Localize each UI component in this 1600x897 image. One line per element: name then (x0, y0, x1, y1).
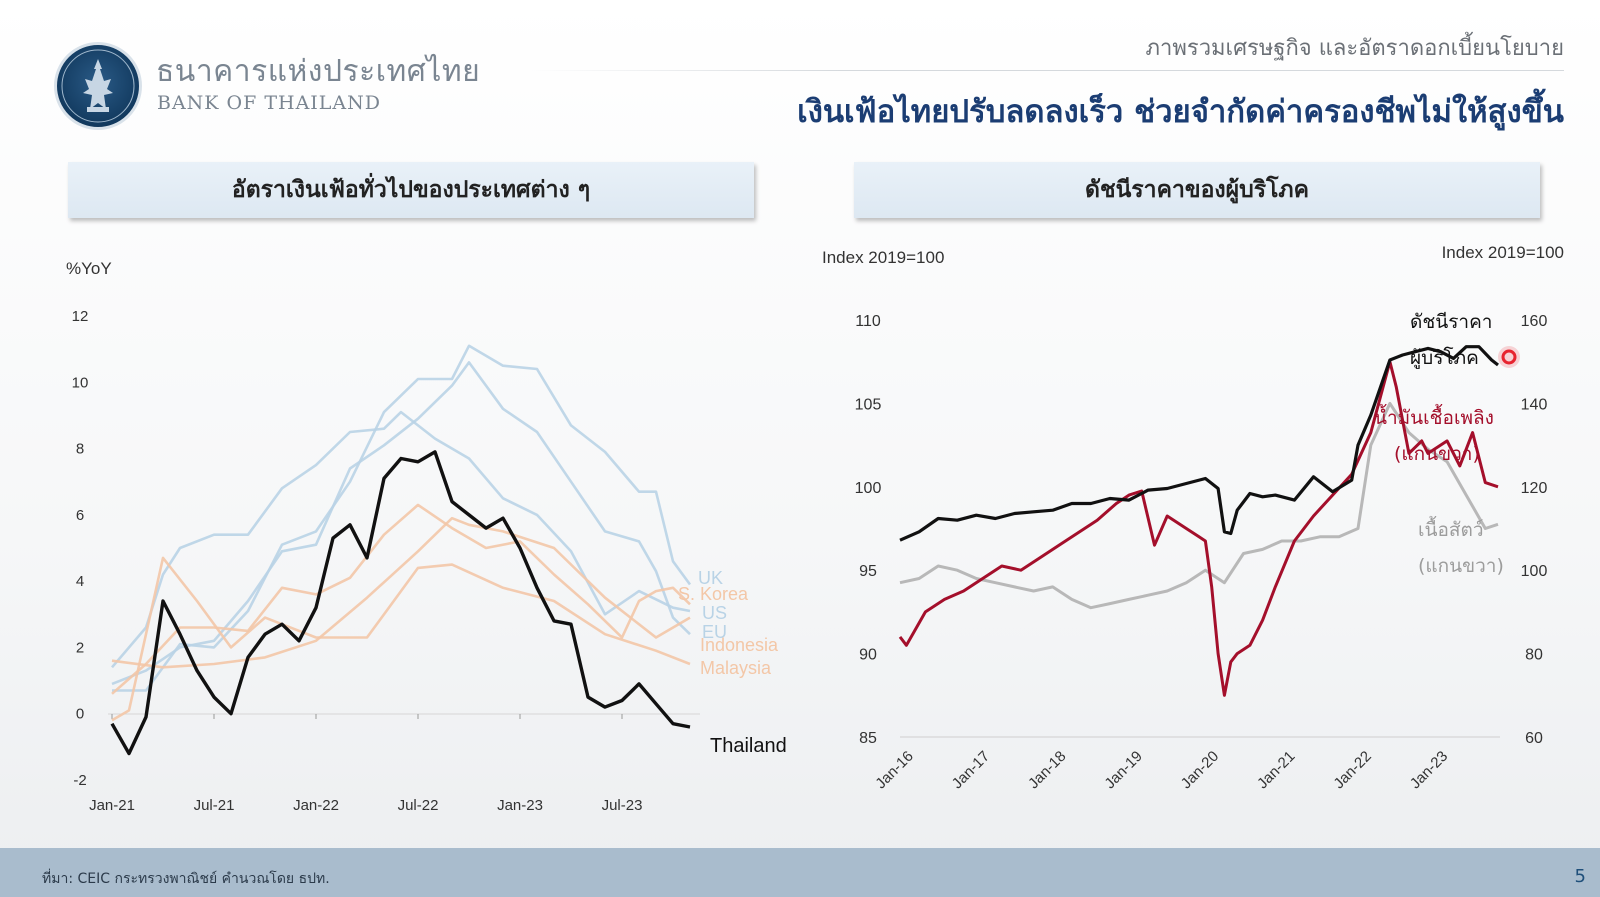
left-chart-title: อัตราเงินเฟ้อทั่วไปของประเทศต่าง ๆ (68, 162, 754, 218)
left-x-tick-label: Jul-21 (194, 797, 235, 814)
inflation-chart: %YoY -2 0 2 4 6 8 10 12 Jan-21 Jul-21 Jan-22 Jul-2… (66, 259, 787, 814)
fuel-label-line1: น้ำมันเชื้อเพลิง (1374, 404, 1494, 429)
legend-label-thailand: Thailand (710, 735, 787, 757)
right-x-tick-label: Jan-18 (1025, 748, 1069, 792)
bot-logo (54, 42, 142, 130)
legend-label-uk: UK (698, 568, 723, 588)
right-left-y-tick-label: 100 (855, 480, 882, 497)
legend-label-malaysia: Malaysia (700, 658, 772, 678)
left-x-tick-label: Jul-23 (602, 797, 643, 814)
left-y-tick-label: 6 (76, 507, 84, 524)
line-cpi (899, 345, 1499, 542)
meat-label-line1: เนื้อสัตว์ (1418, 516, 1484, 541)
line-indonesia (111, 516, 691, 669)
fuel-label-line2: (แกนขวา) (1394, 443, 1480, 465)
right-left-axis-unit: Index 2019=100 (822, 248, 944, 267)
left-y-tick-label: 2 (76, 639, 84, 656)
meat-label-line2: (แกนขวา) (1418, 555, 1504, 577)
right-right-y-tick-label: 100 (1521, 563, 1548, 580)
legend-label-eu: EU (702, 622, 727, 642)
left-y-tick-label: 8 (76, 441, 84, 458)
legend-label-indonesia: Indonesia (700, 635, 779, 655)
right-right-axis-unit: Index 2019=100 (1442, 243, 1564, 262)
right-x-tick-label: Jan-22 (1330, 748, 1374, 792)
line-fuel (898, 360, 1499, 697)
left-y-tick-label: 0 (76, 706, 84, 723)
cpi-chart: Index 2019=100 Index 2019=100 85 90 95 100 1… (822, 243, 1564, 792)
right-x-tick-label: Jan-23 (1407, 748, 1451, 792)
left-y-tick-label: -2 (73, 772, 86, 789)
line-thailand (110, 450, 691, 756)
cpi-label-line1: ดัชนีราคา (1410, 311, 1492, 333)
org-name-thai: ธนาคารแห่งประเทศไทย (156, 54, 481, 89)
right-x-tick-label: Jan-19 (1101, 748, 1145, 792)
left-x-tick-label: Jan-21 (89, 797, 135, 814)
left-y-unit-label: %YoY (66, 259, 112, 278)
left-y-tick-label: 10 (72, 374, 89, 391)
slide-headline: เงินเฟ้อไทยปรับลดลงเร็ว ช่วยจำกัดค่าครอง… (797, 94, 1564, 130)
right-x-tick-label: Jan-17 (949, 748, 993, 792)
left-y-tick-label: 4 (76, 573, 84, 590)
right-left-y-tick-label: 85 (859, 730, 877, 747)
line-meat (899, 401, 1499, 610)
right-left-y-tick-label: 90 (859, 647, 877, 664)
page-number: 5 (1574, 866, 1586, 887)
source-note: ที่มา: CEIC กระทรวงพาณิชย์ คำนวณโดย ธปท. (42, 871, 330, 887)
org-name-english: BANK OF THAILAND (157, 92, 382, 114)
right-right-y-tick-label: 60 (1525, 730, 1543, 747)
left-x-tick-label: Jan-23 (497, 797, 543, 814)
line-us (111, 410, 691, 669)
right-chart-title: ดัชนีราคาของผู้บริโภค (854, 162, 1540, 218)
right-right-y-tick-label: 80 (1525, 647, 1543, 664)
legend-label-us: US (702, 603, 727, 623)
line-eu (111, 361, 691, 686)
right-right-y-tick-label: 120 (1521, 480, 1548, 497)
right-right-y-tick-label: 160 (1521, 313, 1548, 330)
legend-label-s-korea: S. Korea (678, 584, 749, 604)
slide-topic: ภาพรวมเศรษฐกิจ และอัตราดอกเบี้ยนโยบาย (1145, 36, 1564, 61)
right-x-tick-label: Jan-20 (1178, 748, 1222, 792)
right-x-tick-label: Jan-21 (1254, 748, 1298, 792)
header-divider (530, 70, 1564, 71)
footer-bar (0, 848, 1600, 897)
line-s-korea (111, 503, 691, 695)
right-right-y-tick-label: 140 (1521, 396, 1548, 413)
left-x-tick-label: Jan-22 (293, 797, 339, 814)
cursor-indicator-icon (1498, 346, 1520, 368)
left-y-tick-label: 12 (72, 308, 89, 325)
line-malaysia (111, 556, 691, 722)
garuda-emblem-icon (61, 49, 135, 123)
line-uk (112, 344, 692, 692)
left-x-tick-label: Jul-22 (398, 797, 439, 814)
right-left-y-tick-label: 105 (855, 396, 882, 413)
right-left-y-tick-label: 110 (855, 313, 881, 330)
right-left-y-tick-label: 95 (859, 563, 877, 580)
right-x-tick-label: Jan-16 (872, 748, 916, 792)
cpi-label-line2: ผู้บริโภค (1410, 346, 1479, 369)
